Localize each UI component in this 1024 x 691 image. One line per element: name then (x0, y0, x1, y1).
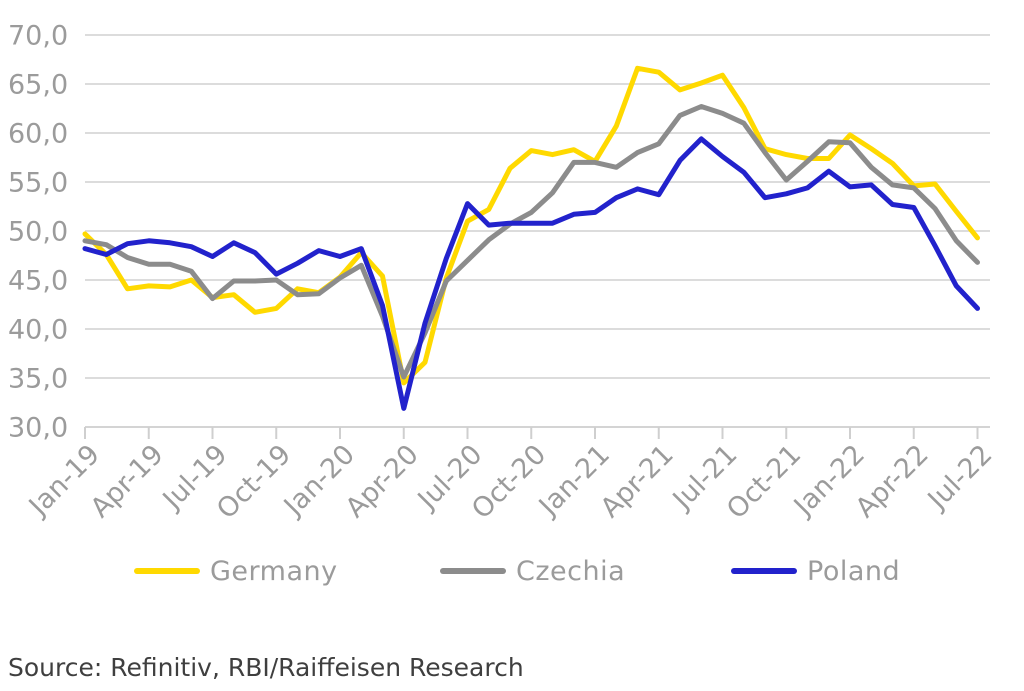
svg-text:30,0: 30,0 (8, 413, 68, 444)
legend-item-poland: Poland (731, 553, 900, 589)
svg-text:Apr-19: Apr-19 (85, 439, 170, 524)
svg-text:Apr-22: Apr-22 (850, 439, 935, 524)
svg-text:70,0: 70,0 (8, 21, 68, 52)
legend-item-germany: Germany (134, 553, 338, 589)
legend-label-germany: Germany (210, 555, 338, 587)
svg-text:50,0: 50,0 (8, 217, 68, 248)
legend-item-czechia: Czechia (440, 553, 625, 589)
germany-line-swatch (134, 568, 200, 574)
source-text: Source: Refinitiv, RBI/Raiffeisen Resear… (8, 653, 524, 682)
svg-text:35,0: 35,0 (8, 364, 68, 395)
poland-line-swatch (731, 568, 797, 574)
chart-legend: Germany Czechia Poland (0, 553, 1024, 589)
svg-text:Apr-20: Apr-20 (340, 439, 425, 524)
svg-text:65,0: 65,0 (8, 70, 68, 101)
svg-text:45,0: 45,0 (8, 266, 68, 297)
legend-label-poland: Poland (807, 555, 901, 587)
svg-text:55,0: 55,0 (8, 168, 68, 199)
czechia-line-swatch (440, 568, 506, 574)
legend-label-czechia: Czechia (516, 555, 626, 587)
svg-text:Apr-21: Apr-21 (595, 439, 680, 524)
svg-text:60,0: 60,0 (8, 119, 68, 150)
chart-canvas: 70,065,060,055,050,045,040,035,030,0Jan-… (8, 21, 999, 525)
svg-text:40,0: 40,0 (8, 315, 68, 346)
svg-text:Jul-22: Jul-22 (921, 439, 999, 517)
